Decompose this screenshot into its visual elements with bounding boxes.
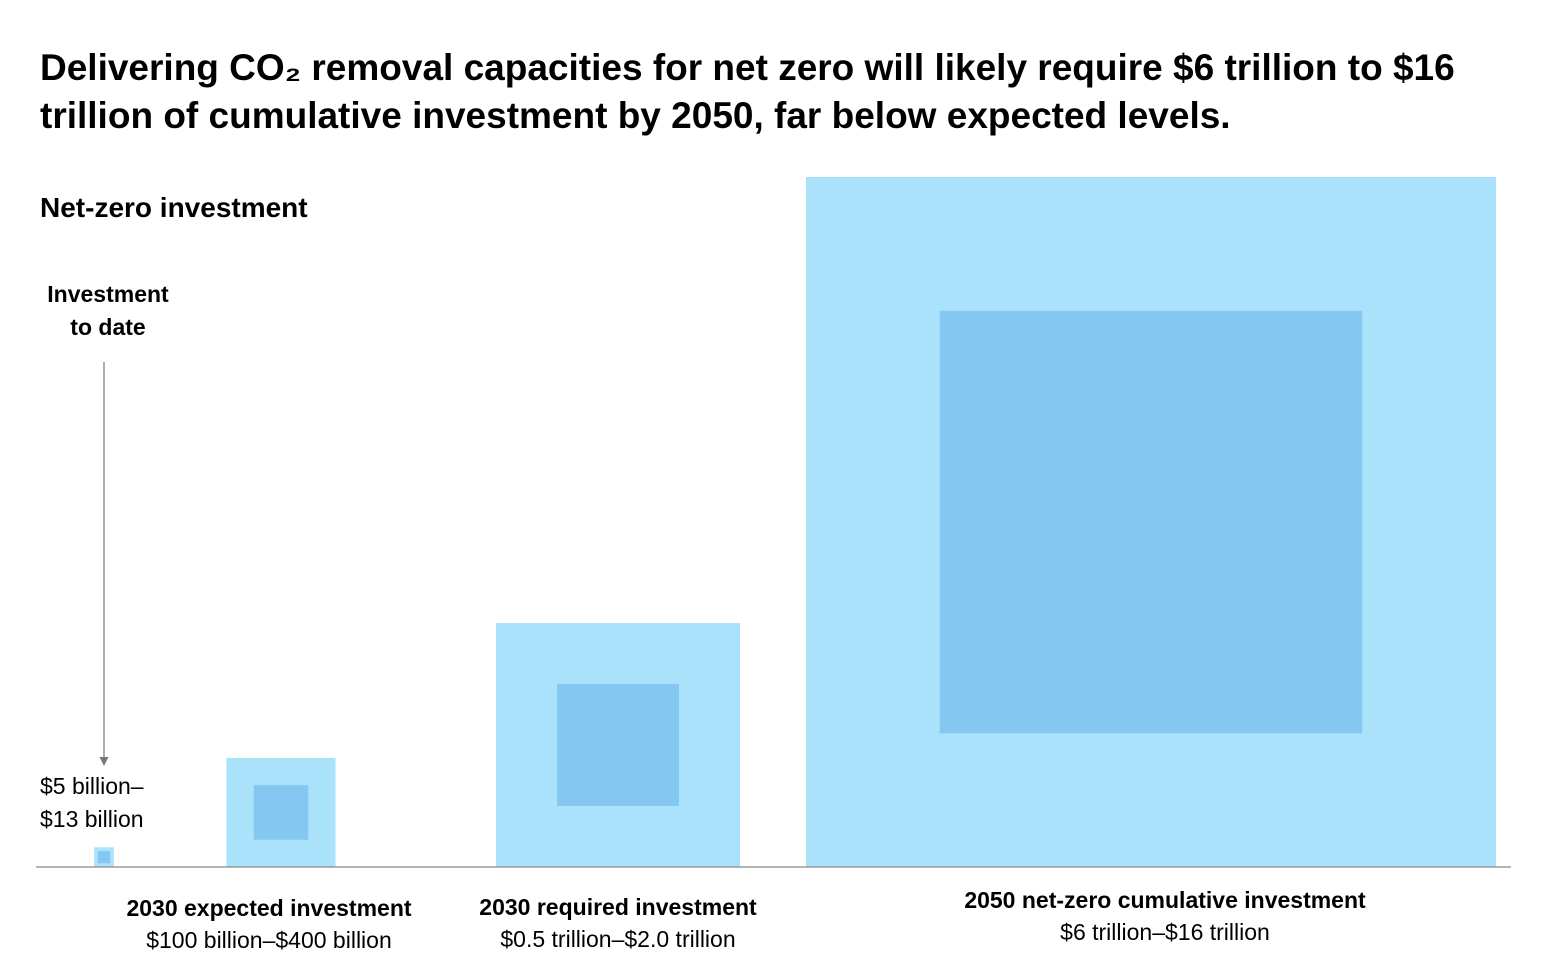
square-low-2030-expected [253, 785, 309, 840]
todate-label-line1: Investment [47, 281, 169, 307]
caption-name: 2030 required investment [479, 894, 757, 920]
caption-2030-required: 2030 required investment $0.5 trillion–$… [458, 891, 778, 955]
chart-title: Delivering CO₂ removal capacities for ne… [40, 47, 1455, 136]
todate-range: $5 billion– $13 billion [40, 770, 144, 836]
caption-2050-netzero: 2050 net-zero cumulative investment $6 t… [915, 884, 1415, 948]
caption-name: 2050 net-zero cumulative investment [964, 887, 1366, 913]
square-low-todate [97, 851, 111, 864]
caption-range: $6 trillion–$16 trillion [1060, 919, 1270, 945]
todate-label: Investment to date [40, 278, 176, 344]
todate-label-line2: to date [70, 314, 146, 340]
square-low-2050-netzero [939, 310, 1363, 734]
square-low-2030-required [557, 684, 679, 807]
caption-2030-expected: 2030 expected investment $100 billion–$4… [104, 892, 434, 956]
caption-name: 2030 expected investment [126, 895, 412, 921]
caption-range: $0.5 trillion–$2.0 trillion [500, 926, 736, 952]
todate-range-line2: $13 billion [40, 806, 144, 832]
todate-range-line1: $5 billion– [40, 773, 144, 799]
caption-range: $100 billion–$400 billion [146, 927, 392, 953]
todate-arrow-head [99, 757, 109, 766]
chart-subtitle: Net-zero investment [40, 192, 308, 223]
